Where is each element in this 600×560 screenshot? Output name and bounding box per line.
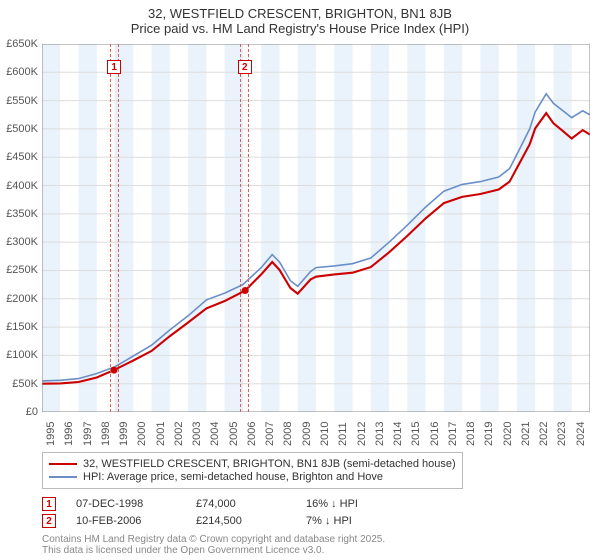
x-tick-label: 2018	[465, 422, 477, 446]
x-tick-label: 2015	[410, 422, 422, 446]
x-tick-label: 2011	[337, 422, 349, 446]
sale-date: 07-DEC-1998	[76, 498, 176, 510]
x-tick-label: 1997	[82, 422, 94, 446]
x-tick-label: 1996	[63, 422, 75, 446]
chart-area: 12	[42, 44, 590, 412]
legend-swatch	[49, 476, 77, 478]
x-tick-label: 2023	[556, 422, 568, 446]
x-tick-label: 2021	[520, 422, 532, 446]
y-tick-label: £450K	[6, 151, 38, 163]
footnote: Contains HM Land Registry data © Crown c…	[42, 534, 590, 556]
x-tick-label: 2006	[246, 422, 258, 446]
x-tick-label: 2000	[136, 422, 148, 446]
legend: 32, WESTFIELD CRESCENT, BRIGHTON, BN1 8J…	[42, 452, 463, 489]
y-tick-label: £100K	[6, 349, 38, 361]
y-tick-label: £500K	[6, 123, 38, 135]
x-tick-label: 1999	[118, 422, 130, 446]
x-tick-label: 2004	[209, 422, 221, 446]
y-tick-label: £50K	[12, 378, 38, 390]
x-tick-label: 2007	[264, 422, 276, 446]
x-axis: 1995 1996 1997 1998 1999 2000 2001 2002 2003 2004…	[42, 416, 590, 452]
y-tick-label: £600K	[6, 66, 38, 78]
x-tick-label: 2024	[575, 422, 587, 446]
x-tick-label: 2002	[173, 422, 185, 446]
sale-hpi: 7% ↓ HPI	[306, 515, 396, 527]
sale-date: 10-FEB-2006	[76, 515, 176, 527]
legend-label: 32, WESTFIELD CRESCENT, BRIGHTON, BN1 8J…	[83, 458, 456, 470]
x-tick-label: 2016	[429, 422, 441, 446]
x-tick-label: 2014	[392, 422, 404, 446]
sale-band	[240, 44, 249, 412]
x-tick-label: 2001	[155, 422, 167, 446]
x-tick-label: 2009	[301, 422, 313, 446]
x-tick-label: 2019	[483, 422, 495, 446]
sale-marker-box: 1	[42, 497, 56, 511]
sale-price: £74,000	[196, 498, 286, 510]
sale-row: 1 07-DEC-1998 £74,000 16% ↓ HPI	[42, 497, 590, 511]
legend-swatch	[49, 463, 77, 465]
sale-row: 2 10-FEB-2006 £214,500 7% ↓ HPI	[42, 514, 590, 528]
y-tick-label: £650K	[6, 38, 38, 50]
line-chart	[42, 44, 590, 412]
sales-table: 1 07-DEC-1998 £74,000 16% ↓ HPI 2 10-FEB-2006…	[42, 497, 590, 528]
y-tick-label: £0	[26, 406, 38, 418]
x-tick-label: 1998	[100, 422, 112, 446]
x-tick-label: 2022	[538, 422, 550, 446]
x-tick-label: 2010	[319, 422, 331, 446]
x-tick-label: 1995	[45, 422, 57, 446]
below-chart: 32, WESTFIELD CRESCENT, BRIGHTON, BN1 8J…	[42, 452, 590, 556]
sale-hpi: 16% ↓ HPI	[306, 498, 396, 510]
y-tick-label: £150K	[6, 321, 38, 333]
sale-price: £214,500	[196, 515, 286, 527]
x-tick-label: 2013	[374, 422, 386, 446]
y-axis: £0£50K£100K£150K£200K£250K£300K£350K£400…	[0, 44, 42, 412]
legend-item: HPI: Average price, semi-detached house,…	[49, 471, 456, 483]
footnote-line2: This data is licensed under the Open Gov…	[42, 545, 590, 556]
x-tick-label: 2020	[502, 422, 514, 446]
title-main: 32, WESTFIELD CRESCENT, BRIGHTON, BN1 8J…	[0, 6, 600, 21]
x-tick-label: 2005	[228, 422, 240, 446]
title-sub: Price paid vs. HM Land Registry's House …	[0, 21, 600, 36]
y-tick-label: £400K	[6, 180, 38, 192]
footnote-line1: Contains HM Land Registry data © Crown c…	[42, 534, 590, 545]
sale-marker-2: 2	[238, 60, 252, 74]
y-tick-label: £300K	[6, 236, 38, 248]
x-tick-label: 2008	[282, 422, 294, 446]
x-tick-label: 2003	[191, 422, 203, 446]
chart-titles: 32, WESTFIELD CRESCENT, BRIGHTON, BN1 8J…	[0, 0, 600, 36]
sale-band	[110, 44, 119, 412]
y-tick-label: £350K	[6, 208, 38, 220]
x-tick-label: 2017	[447, 422, 459, 446]
x-tick-label: 2012	[356, 422, 368, 446]
y-tick-label: £250K	[6, 264, 38, 276]
y-tick-label: £200K	[6, 293, 38, 305]
sale-marker-1: 1	[107, 60, 121, 74]
y-tick-label: £550K	[6, 95, 38, 107]
sale-marker-box: 2	[42, 514, 56, 528]
legend-item: 32, WESTFIELD CRESCENT, BRIGHTON, BN1 8J…	[49, 458, 456, 470]
legend-label: HPI: Average price, semi-detached house,…	[83, 471, 383, 483]
